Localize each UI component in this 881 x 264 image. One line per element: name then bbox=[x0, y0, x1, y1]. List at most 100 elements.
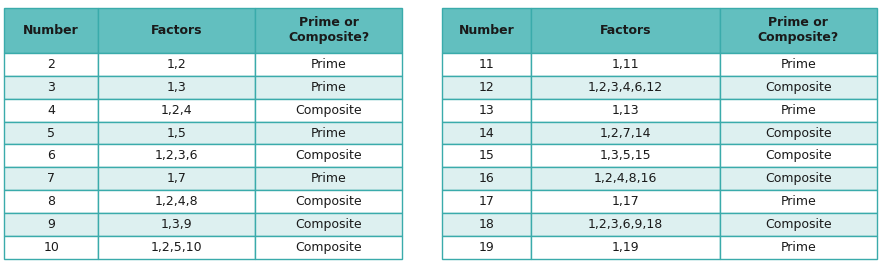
Bar bbox=[4, 122, 98, 144]
Text: Composite: Composite bbox=[765, 149, 832, 162]
Bar bbox=[720, 53, 877, 76]
Bar bbox=[255, 53, 403, 76]
Text: 1,2,3,6,9,18: 1,2,3,6,9,18 bbox=[588, 218, 663, 231]
Bar bbox=[4, 144, 98, 167]
Text: 1,19: 1,19 bbox=[611, 241, 640, 254]
Bar bbox=[531, 8, 720, 53]
Bar bbox=[255, 144, 403, 167]
Text: Factors: Factors bbox=[600, 24, 651, 37]
Text: Prime or
Composite?: Prime or Composite? bbox=[758, 16, 839, 45]
Bar bbox=[720, 236, 877, 259]
Text: Composite: Composite bbox=[295, 195, 362, 208]
Bar bbox=[4, 167, 98, 190]
Bar bbox=[442, 213, 531, 236]
Bar bbox=[255, 167, 403, 190]
Text: 4: 4 bbox=[48, 104, 56, 117]
Text: Composite: Composite bbox=[765, 218, 832, 231]
Text: 1,17: 1,17 bbox=[611, 195, 640, 208]
Bar bbox=[98, 213, 255, 236]
Bar bbox=[4, 236, 98, 259]
Bar bbox=[98, 76, 255, 99]
Text: 1,2,4: 1,2,4 bbox=[160, 104, 192, 117]
Text: Composite: Composite bbox=[765, 126, 832, 140]
Bar bbox=[442, 167, 531, 190]
Bar bbox=[442, 190, 531, 213]
Text: 1,13: 1,13 bbox=[611, 104, 640, 117]
Text: Composite: Composite bbox=[765, 172, 832, 185]
Bar bbox=[442, 53, 531, 76]
Text: Prime: Prime bbox=[781, 241, 816, 254]
Text: 16: 16 bbox=[478, 172, 494, 185]
Text: 1,3,5,15: 1,3,5,15 bbox=[600, 149, 651, 162]
Text: Composite: Composite bbox=[765, 81, 832, 94]
Bar bbox=[98, 190, 255, 213]
Text: Composite: Composite bbox=[295, 149, 362, 162]
Bar bbox=[98, 236, 255, 259]
Bar bbox=[4, 76, 98, 99]
Bar bbox=[255, 76, 403, 99]
Text: 13: 13 bbox=[478, 104, 494, 117]
Text: 9: 9 bbox=[48, 218, 56, 231]
Bar bbox=[98, 8, 255, 53]
Text: Prime: Prime bbox=[781, 104, 816, 117]
Bar bbox=[720, 122, 877, 144]
Bar bbox=[531, 99, 720, 122]
Bar bbox=[4, 190, 98, 213]
Text: 1,2,7,14: 1,2,7,14 bbox=[600, 126, 651, 140]
Bar bbox=[531, 144, 720, 167]
Text: 8: 8 bbox=[48, 195, 56, 208]
Bar bbox=[531, 76, 720, 99]
Text: 1,2,3,4,6,12: 1,2,3,4,6,12 bbox=[588, 81, 663, 94]
Text: 10: 10 bbox=[43, 241, 59, 254]
Text: 2: 2 bbox=[48, 58, 56, 71]
Bar bbox=[255, 99, 403, 122]
Bar bbox=[720, 213, 877, 236]
Bar bbox=[442, 122, 531, 144]
Text: Factors: Factors bbox=[151, 24, 203, 37]
Text: 1,3,9: 1,3,9 bbox=[160, 218, 192, 231]
Bar bbox=[255, 213, 403, 236]
Bar bbox=[720, 76, 877, 99]
Text: 1,5: 1,5 bbox=[167, 126, 187, 140]
Bar bbox=[98, 167, 255, 190]
Text: 3: 3 bbox=[48, 81, 56, 94]
Bar bbox=[98, 122, 255, 144]
Bar bbox=[4, 53, 98, 76]
Text: 15: 15 bbox=[478, 149, 494, 162]
Bar bbox=[4, 99, 98, 122]
Text: Prime: Prime bbox=[781, 58, 816, 71]
Text: Prime or
Composite?: Prime or Composite? bbox=[288, 16, 369, 45]
Bar bbox=[442, 99, 531, 122]
Text: 1,2,4,8: 1,2,4,8 bbox=[155, 195, 198, 208]
Bar bbox=[442, 144, 531, 167]
Bar bbox=[255, 190, 403, 213]
Text: Prime: Prime bbox=[311, 58, 346, 71]
Bar bbox=[442, 236, 531, 259]
Bar bbox=[442, 8, 531, 53]
Bar bbox=[255, 122, 403, 144]
Text: Prime: Prime bbox=[781, 195, 816, 208]
Bar bbox=[255, 8, 403, 53]
Text: 11: 11 bbox=[478, 58, 494, 71]
Text: Number: Number bbox=[459, 24, 515, 37]
Bar bbox=[255, 236, 403, 259]
Text: Composite: Composite bbox=[295, 241, 362, 254]
Bar bbox=[98, 53, 255, 76]
Bar bbox=[531, 122, 720, 144]
Text: 19: 19 bbox=[478, 241, 494, 254]
Text: 1,11: 1,11 bbox=[611, 58, 640, 71]
Bar bbox=[720, 8, 877, 53]
Text: Prime: Prime bbox=[311, 172, 346, 185]
Bar bbox=[531, 236, 720, 259]
Text: Number: Number bbox=[23, 24, 79, 37]
Text: 1,2,5,10: 1,2,5,10 bbox=[151, 241, 203, 254]
Bar bbox=[720, 167, 877, 190]
Bar bbox=[98, 144, 255, 167]
Bar bbox=[531, 167, 720, 190]
Bar bbox=[720, 144, 877, 167]
Bar bbox=[4, 213, 98, 236]
Text: 1,7: 1,7 bbox=[167, 172, 187, 185]
Text: 5: 5 bbox=[48, 126, 56, 140]
Bar bbox=[720, 99, 877, 122]
Text: Composite: Composite bbox=[295, 218, 362, 231]
